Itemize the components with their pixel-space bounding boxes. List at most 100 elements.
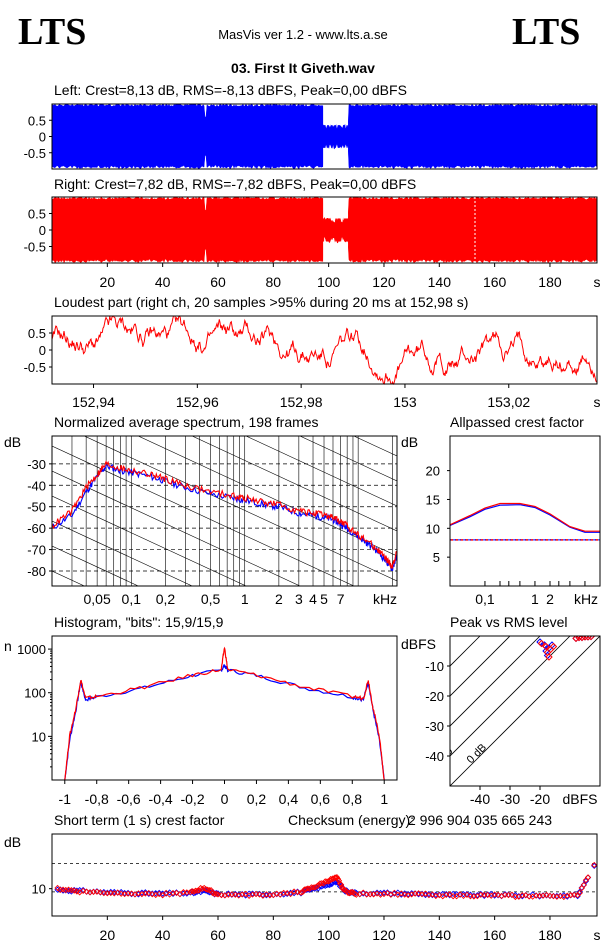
short-crest-point-right [323, 878, 331, 885]
short-crest-point-right [456, 891, 464, 898]
logo-left: LTS [18, 11, 86, 53]
short-crest-point-right [463, 891, 471, 898]
peak-rms-ytick-label: -30 [425, 719, 444, 734]
short-crest-point-right [429, 891, 436, 898]
short-crest-point-right [415, 890, 422, 897]
crest-ytick-label: 10 [426, 521, 440, 536]
histogram-xtick-label: -0,2 [180, 791, 204, 807]
wave-xtick-label: 20 [100, 274, 116, 290]
peak-rms-diagonal-label: 40 [348, 745, 365, 762]
short-crest-xtick-label: 20 [100, 927, 116, 943]
short-crest-xtick-label: 160 [483, 927, 507, 943]
short-crest-point-left [111, 888, 118, 896]
crest-series-right [449, 502, 600, 532]
short-crest-point-right [111, 890, 118, 897]
short-crest-point-right [287, 890, 294, 898]
short-crest-ylabel: dB [4, 834, 21, 850]
short-crest-point-right [54, 884, 61, 892]
peak-rms-diagonal [450, 636, 600, 786]
short-crest-point-left [501, 891, 509, 898]
short-crest-xtick-label: 100 [317, 927, 341, 943]
short-crest-point-right [401, 891, 408, 898]
left-wave-ytick-label: 0 [39, 130, 46, 145]
short-crest-point-right [145, 889, 152, 897]
spectrum-slope-line [52, 520, 193, 586]
left-wave-gap-bottom [323, 147, 349, 169]
loudest-ytick-label: 0 [39, 343, 46, 358]
short-crest-point-left [488, 890, 495, 898]
spectrum-xtick-label: 0,5 [201, 591, 221, 607]
peak-rms-point-right [581, 636, 589, 641]
peak-rms-title: Peak vs RMS level [450, 614, 567, 630]
spectrum-xtick-label: 7 [337, 591, 345, 607]
short-crest-point-right [349, 888, 356, 896]
histogram-xtick-label: -0,8 [85, 791, 109, 807]
crest-ytick-label: 5 [433, 550, 440, 565]
short-crest-point-right [436, 891, 443, 899]
short-crest-xunit-label: s [594, 927, 601, 943]
short-crest-point-right [297, 889, 305, 896]
crest-ylabel: dB [401, 434, 418, 450]
short-crest-point-right [149, 891, 156, 898]
wave-xtick-label: 100 [317, 274, 341, 290]
spectrum-xtick-label: 0,05 [84, 591, 111, 607]
peak-rms-ytick-label: -10 [425, 659, 444, 674]
short-crest-xtick-label: 40 [155, 927, 171, 943]
crest-series-left [449, 504, 600, 533]
right-waveform-title: Right: Crest=7,82 dB, RMS=-7,82 dBFS, Pe… [54, 176, 416, 192]
short-crest-point-left [529, 891, 536, 898]
short-crest-point-right [422, 890, 429, 897]
spectrum-slope-line [299, 436, 397, 482]
short-crest-point-right [256, 891, 263, 898]
crest-xunit-label: kHz [574, 591, 598, 607]
loudest-ytick-label: 0.5 [28, 326, 46, 341]
histogram-series-left [64, 664, 385, 781]
histogram-xtick-label: -1 [59, 791, 72, 807]
left-wave-ytick-label: 0.5 [28, 113, 46, 128]
short-crest-point-right [83, 888, 90, 895]
short-crest-xtick-label: 120 [372, 927, 396, 943]
spectrum-slope-line [52, 621, 397, 781]
short-crest-point-right [313, 883, 320, 890]
short-crest-point-right [508, 891, 516, 898]
wave-xtick-label: 80 [266, 274, 282, 290]
short-crest-point-right [334, 875, 342, 883]
spectrum-xtick-label: 3 [295, 591, 303, 607]
short-crest-point-right [232, 891, 239, 898]
short-crest-point-right [337, 881, 345, 888]
short-crest-point-left [463, 890, 471, 898]
short-crest-point-left [142, 889, 149, 896]
peak-rms-diagonal [450, 636, 511, 697]
short-crest-point-right [284, 889, 291, 897]
short-crest-ytick-label: 10 [32, 882, 46, 897]
short-crest-point-right [484, 891, 491, 899]
short-crest-point-right [360, 889, 367, 896]
short-crest-point-left [118, 888, 125, 896]
short-crest-point-right [290, 888, 298, 895]
spectrum-xtick-label: 4 [309, 591, 317, 607]
short-crest-xtick-label: 140 [428, 927, 452, 943]
short-crest-point-right [213, 890, 220, 897]
wave-xtick-label: 180 [538, 274, 562, 290]
crest-frame [449, 435, 601, 587]
logo-right: LTS [512, 11, 580, 53]
left-wave-ytick-label: -0.5 [24, 146, 46, 161]
histogram-frame [51, 635, 398, 781]
spectrum-ylabel: dB [4, 434, 21, 450]
short-crest-frame [51, 833, 598, 917]
left-wave-gap-top [323, 104, 349, 126]
wave-xtick-label: 120 [372, 274, 396, 290]
peak-rms-diagonal [450, 636, 481, 667]
histogram-series-right [64, 646, 385, 781]
short-crest-point-right [335, 877, 343, 884]
crest-ytick-label: 20 [426, 464, 440, 479]
peak-rms-grid: 40 30 20 10 0 dB [348, 636, 600, 786]
peak-rms-frame [449, 635, 601, 787]
loudest-xtick-label: 152,94 [72, 394, 115, 410]
checksum-value: 2 996 904 035 665 243 [408, 812, 552, 828]
short-crest-point-right [580, 881, 587, 889]
peak-rms-xunit-label: dBFS [562, 791, 597, 807]
short-crest-point-right [156, 890, 163, 898]
short-crest-point-right [584, 874, 592, 881]
